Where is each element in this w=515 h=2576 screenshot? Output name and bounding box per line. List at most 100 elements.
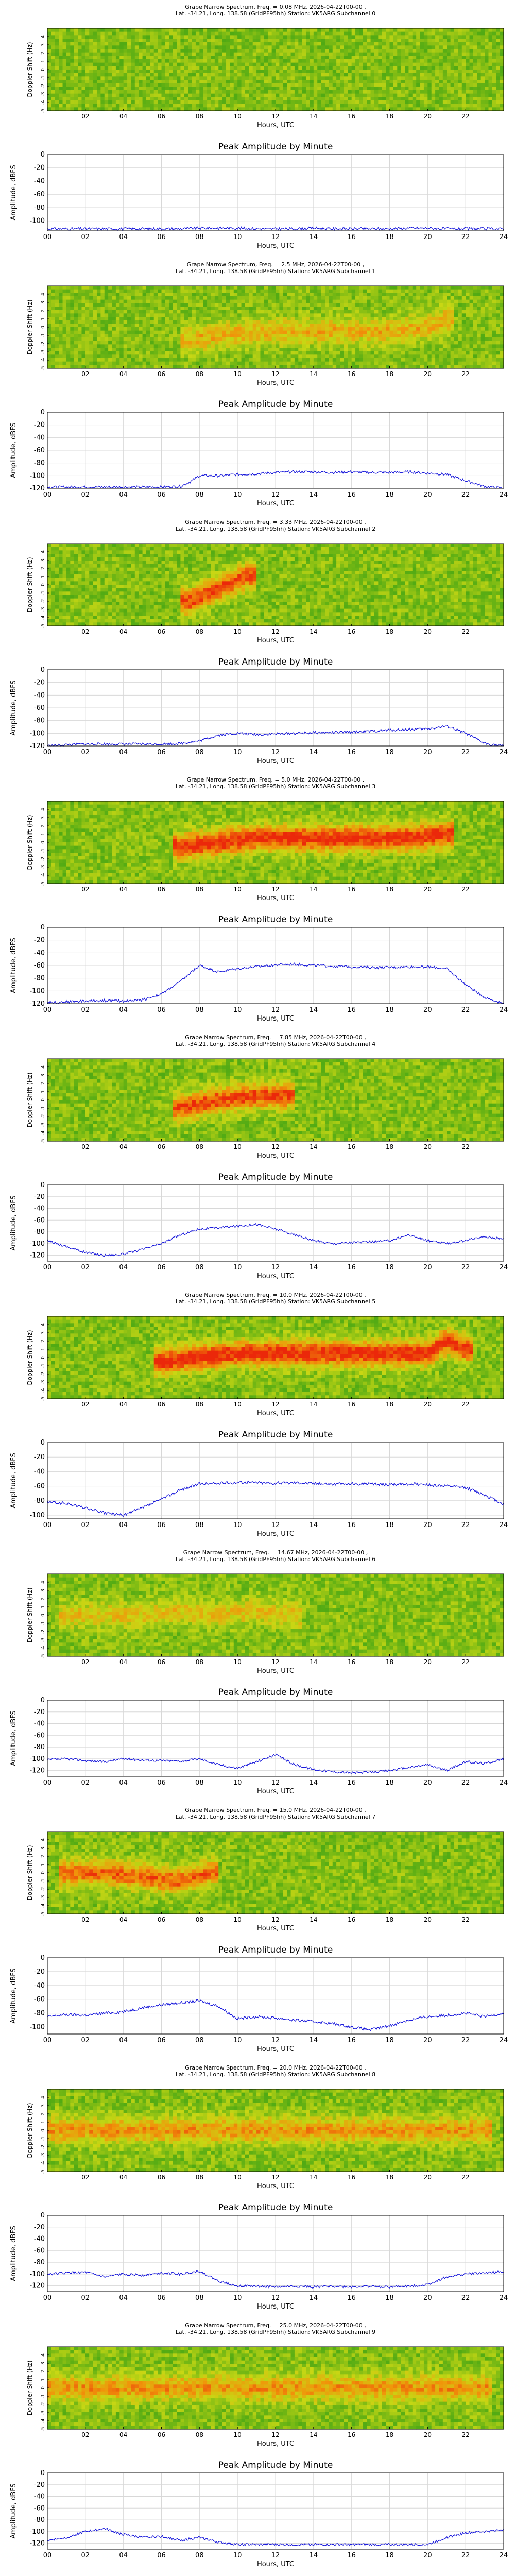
spectrogram-cell: [203, 310, 208, 314]
spectrogram-cell: [62, 73, 67, 77]
spectrogram-cell: [134, 62, 139, 66]
spectrogram-cell: [108, 358, 113, 362]
spectrogram-xtick-label: 22: [462, 113, 470, 120]
spectrogram-cell: [492, 93, 496, 97]
spectrogram-cell: [158, 299, 162, 303]
spectrogram-cell: [81, 307, 86, 311]
spectrogram-cell: [195, 39, 200, 43]
spectrogram-cell: [74, 334, 78, 338]
spectrogram-cell: [420, 31, 424, 36]
spectrogram-cell: [386, 104, 390, 108]
spectrogram-cell: [115, 97, 120, 101]
spectrogram-cell: [142, 87, 147, 91]
spectrogram-cell: [367, 80, 371, 84]
spectrogram-cell: [264, 289, 268, 293]
spectrogram-cell: [96, 39, 101, 43]
spectrogram-cell: [241, 35, 246, 39]
spectrogram-cell: [401, 87, 405, 91]
spectrogram-cell: [469, 39, 474, 43]
spectrogram-cell: [324, 337, 329, 342]
spectrogram-cell: [287, 286, 291, 290]
spectrogram-cell: [439, 62, 443, 66]
spectrogram-cell: [100, 337, 105, 342]
spectrogram-cell: [100, 341, 105, 345]
spectrogram-cell: [89, 317, 94, 321]
spectrogram-cell: [153, 35, 158, 39]
spectrogram-cell: [134, 73, 139, 77]
spectrogram-cell: [480, 97, 485, 101]
spectrogram-cell: [359, 365, 364, 369]
spectrogram-cell: [256, 83, 261, 87]
spectrogram-cell: [458, 107, 462, 111]
spectrogram-cell: [70, 327, 75, 331]
spectrogram-cell: [321, 296, 325, 300]
spectrogram-xtick-label: 02: [81, 113, 89, 120]
spectrogram-cell: [51, 307, 56, 311]
spectrogram-cell: [127, 104, 132, 108]
spectrogram-cell: [59, 28, 63, 32]
spectrogram-cell: [233, 303, 238, 307]
spectrogram-cell: [96, 97, 101, 101]
spectrogram-cell: [370, 42, 375, 46]
spectrogram-cell: [397, 28, 402, 32]
spectrogram-cell: [359, 303, 364, 307]
spectrogram-cell: [214, 354, 219, 359]
spectrogram-cell: [89, 310, 94, 314]
spectrogram-cell: [355, 320, 360, 324]
spectrogram-cell: [89, 52, 94, 56]
spectrogram-cell: [241, 56, 246, 60]
spectrogram-cell: [435, 28, 440, 32]
spectrogram-cell: [119, 296, 124, 300]
spectrogram-cell: [142, 303, 147, 307]
spectrogram-cell: [89, 289, 94, 293]
spectrogram-cell: [252, 310, 257, 314]
spectrogram-cell: [214, 70, 219, 74]
spectrogram-cell: [359, 42, 364, 46]
spectrogram-cell: [173, 35, 177, 39]
spectrogram-cell: [131, 310, 135, 314]
spectrogram-cell: [306, 87, 311, 91]
spectrogram-cell: [142, 334, 147, 338]
spectrogram-cell: [233, 348, 238, 352]
spectrogram-cell: [496, 107, 501, 111]
spectrogram-cell: [423, 42, 428, 46]
spectrogram-cell: [127, 289, 132, 293]
spectrogram-cell: [51, 320, 56, 324]
spectrogram-cell: [62, 317, 67, 321]
spectrogram-cell: [348, 351, 352, 355]
spectrogram-cell: [100, 76, 105, 80]
spectrogram-cell: [146, 31, 150, 36]
spectrogram-cell: [195, 66, 200, 70]
spectrogram-cell: [268, 358, 272, 362]
spectrogram-cell: [104, 76, 109, 80]
spectrogram-cell: [249, 286, 253, 290]
spectrogram-cell: [386, 107, 390, 111]
spectrogram-cell: [477, 62, 482, 66]
spectrogram-cell: [393, 42, 398, 46]
spectrogram-ytick-label: 1: [41, 60, 46, 63]
spectrogram-cell: [123, 296, 128, 300]
spectrogram-cell: [74, 303, 78, 307]
spectrogram-cell: [81, 317, 86, 321]
spectrogram-cell: [500, 97, 504, 101]
spectrogram-cell: [294, 289, 299, 293]
spectrogram-cell: [150, 59, 154, 63]
spectrogram-cell: [199, 35, 204, 39]
spectrogram-cell: [184, 299, 188, 303]
spectrogram-cell: [447, 45, 451, 49]
spectrogram-cell: [332, 341, 337, 345]
spectrogram-cell: [226, 107, 230, 111]
spectrogram-cell: [480, 56, 485, 60]
spectrogram-cell: [131, 100, 135, 105]
spectrogram-cell: [119, 286, 124, 290]
spectrogram-cell: [442, 76, 447, 80]
spectrogram-cell: [203, 365, 208, 369]
spectrogram-cell: [454, 28, 458, 32]
spectrogram-cell: [355, 344, 360, 348]
spectrogram-cell: [401, 100, 405, 105]
spectrogram-cell: [211, 76, 215, 80]
spectrogram-cell: [466, 104, 470, 108]
spectrogram-cell: [165, 303, 169, 307]
spectrogram-cell: [93, 344, 97, 348]
spectrogram-cell: [51, 334, 56, 338]
